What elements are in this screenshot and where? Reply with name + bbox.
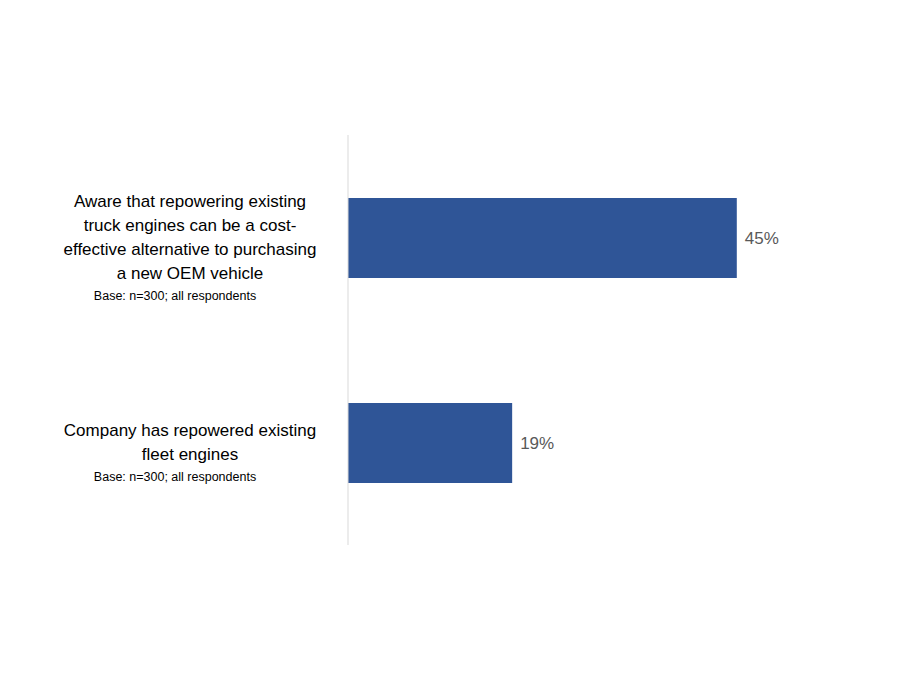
svg-text:fleet engines: fleet engines xyxy=(142,445,238,464)
svg-text:effective alternative to purch: effective alternative to purchasing xyxy=(64,240,317,259)
svg-text:Base: n=300; all respondents: Base: n=300; all respondents xyxy=(94,289,256,303)
svg-text:Aware that repowering existing: Aware that repowering existing xyxy=(74,192,306,211)
svg-text:Company has repowered existing: Company has repowered existing xyxy=(64,421,316,440)
svg-text:Base: n=300; all respondents: Base: n=300; all respondents xyxy=(94,470,256,484)
svg-text:19%: 19% xyxy=(520,434,554,453)
svg-text:truck engines can be a cost-: truck engines can be a cost- xyxy=(84,216,297,235)
svg-text:a new OEM vehicle: a new OEM vehicle xyxy=(117,264,263,283)
svg-text:45%: 45% xyxy=(745,229,779,248)
